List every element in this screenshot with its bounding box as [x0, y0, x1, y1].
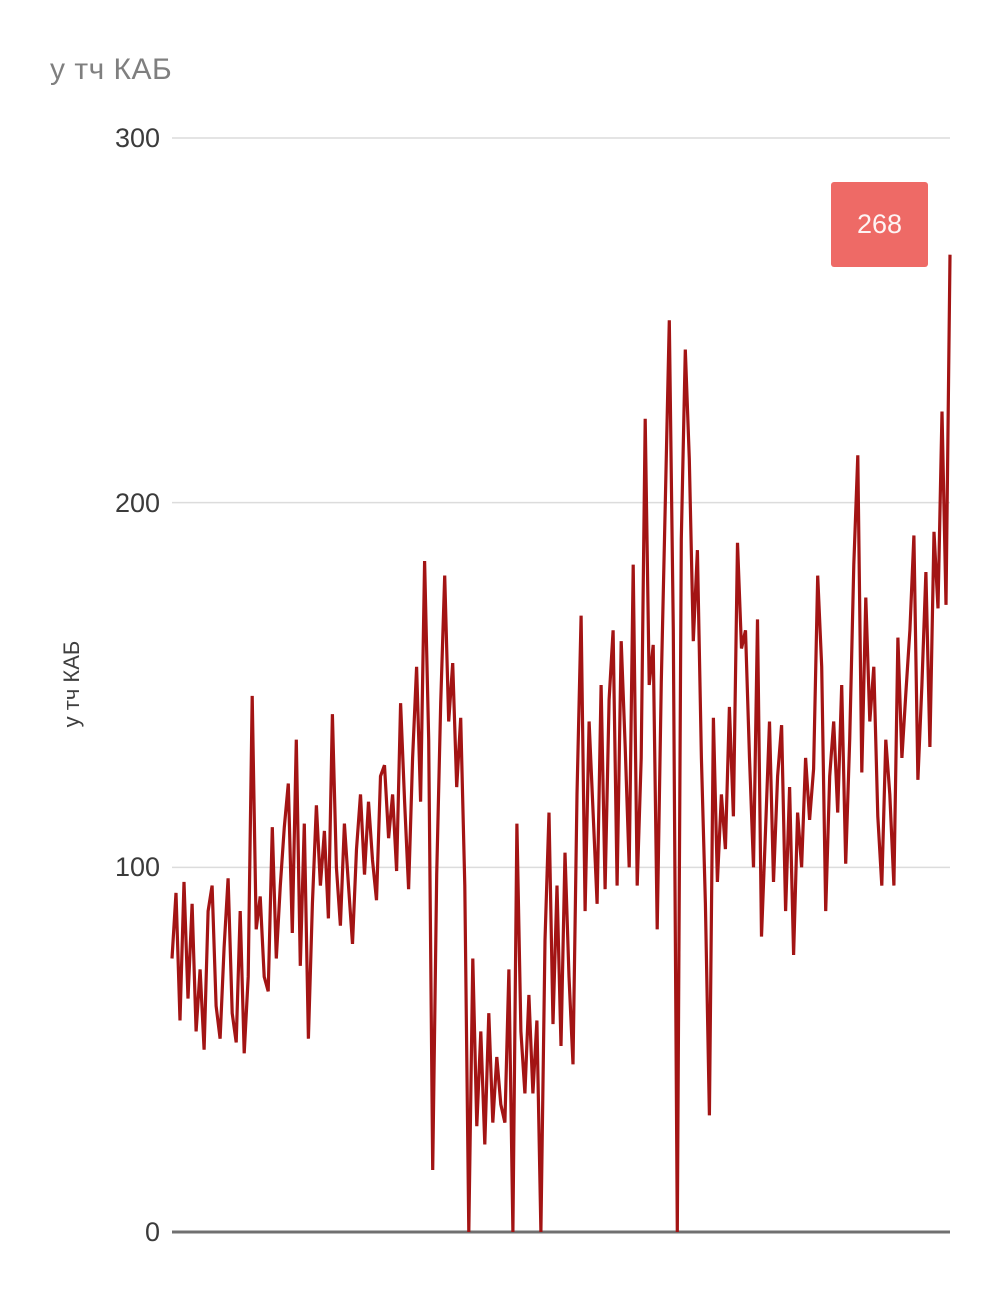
y-tick-label-0: 0 [144, 1217, 160, 1247]
chart-title: у тч КАБ [50, 53, 173, 86]
value-badge: 268 [831, 182, 928, 267]
y-tick-label-200: 200 [114, 487, 160, 518]
value-badge-label: 268 [856, 209, 903, 239]
y-tick-label-300: 300 [114, 123, 160, 153]
series-line [170, 254, 952, 1233]
y-tick-label-100: 100 [114, 852, 160, 883]
